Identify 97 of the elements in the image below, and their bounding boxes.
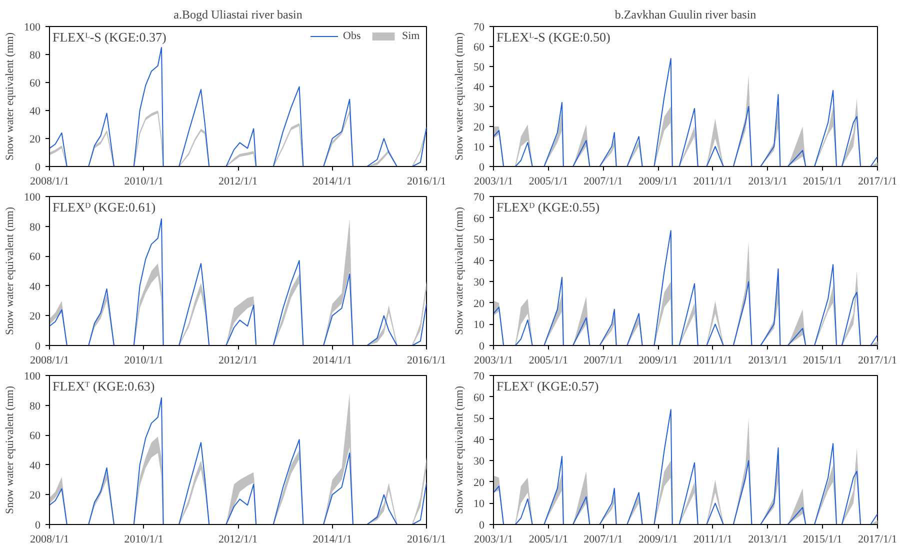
chart-title: a.Bogd Uliastai river basin [174,8,302,22]
x-tick-label: 2015/1/1 [803,354,842,366]
x-tick-label: 2012/1/1 [218,354,258,366]
y-tick-label: 40 [30,106,41,118]
y-tick-label: 70 [474,192,485,204]
y-tick-label: 70 [474,370,485,382]
y-tick-label: 10 [474,319,485,332]
y-axis-title: Snow water equivalent (mm) [454,386,466,514]
x-tick-label: 2010/1/1 [124,534,164,546]
y-axis-title: Snow water equivalent (mm) [4,32,16,160]
x-tick-label: 2007/1/1 [584,176,623,188]
y-tick-label: 40 [474,255,485,268]
x-tick-label: 2017/1/1 [858,176,898,188]
y-tick-label: 60 [30,251,41,264]
y-tick-label: 0 [479,520,485,532]
x-tick-label: 2009/1/1 [638,176,678,188]
y-tick-label: 40 [30,280,41,293]
y-tick-label: 50 [474,413,485,426]
y-tick-label: 0 [479,162,485,174]
y-tick-label: 20 [474,476,485,489]
y-tick-label: 50 [474,62,485,74]
chart-title: b.Zavkhan Guulin river basin [614,8,756,22]
y-tick-label: 30 [474,102,485,114]
y-tick-label: 0 [479,340,485,352]
y-tick-label: 0 [35,340,41,352]
y-tick-label: 60 [474,212,485,225]
x-tick-label: 2010/1/1 [124,176,164,188]
x-tick-label: 2009/1/1 [638,354,678,366]
y-tick-label: 20 [474,122,485,134]
x-tick-label: 2003/1/1 [474,534,514,546]
x-tick-label: 2005/1/1 [528,176,568,188]
x-tick-label: 2012/1/1 [218,176,258,188]
y-tick-label: 10 [474,498,485,510]
y-tick-label: 10 [474,142,485,154]
x-tick-label: 2014/1/1 [312,354,352,366]
x-tick-label: 2015/1/1 [803,176,842,188]
annotation: FLEXᴰ (KGE:0.61) [52,200,156,214]
x-tick-label: 2011/1/1 [694,354,732,366]
annotation: FLEXᵀ (KGE:0.57) [496,378,599,394]
x-tick-label: 2013/1/1 [748,354,788,366]
y-tick-label: 80 [30,221,41,234]
y-axis-title: Snow water equivalent (mm) [4,206,16,335]
y-tick-label: 60 [474,42,485,54]
y-tick-label: 60 [474,392,485,404]
y-tick-label: 50 [474,234,485,246]
y-axis-title: Snow water equivalent (mm) [4,386,16,514]
y-tick-label: 30 [474,276,485,289]
x-tick-label: 2003/1/1 [474,176,514,188]
x-tick-label: 2007/1/1 [584,534,623,546]
y-tick-label: 20 [30,490,41,502]
y-tick-label: 100 [24,22,41,34]
y-tick-label: 20 [474,298,485,310]
y-tick-label: 30 [474,456,485,468]
x-tick-label: 2013/1/1 [748,176,788,188]
y-tick-label: 60 [30,430,41,442]
legend-label: Sim [402,30,421,42]
x-tick-label: 2013/1/1 [748,534,788,546]
annotation: FLEXᴰ (KGE:0.55) [496,200,600,214]
y-tick-label: 70 [474,22,485,34]
x-tick-label: 2011/1/1 [694,534,732,546]
annotation: FLEXᴸ-S (KGE:0.37) [52,30,166,44]
y-axis-title: Snow water equivalent (mm) [454,32,466,160]
x-tick-label: 2005/1/1 [528,354,568,366]
x-tick-label: 2015/1/1 [803,534,842,546]
y-tick-label: 40 [30,460,41,472]
x-tick-label: 2008/1/1 [30,534,70,546]
y-tick-label: 20 [30,310,41,323]
x-tick-label: 2010/1/1 [124,354,164,366]
y-tick-label: 0 [35,520,41,532]
y-tick-label: 20 [30,134,41,146]
y-tick-label: 40 [474,82,485,94]
x-tick-label: 2016/1/1 [406,534,446,546]
legend-label: Obs [343,30,362,42]
x-tick-label: 2005/1/1 [528,534,568,546]
y-tick-label: 100 [24,370,41,382]
x-tick-label: 2007/1/1 [584,354,623,366]
x-tick-label: 2016/1/1 [406,176,446,188]
y-tick-label: 60 [30,78,41,90]
annotation: FLEXᴸ-S (KGE:0.50) [496,30,610,44]
x-tick-label: 2014/1/1 [312,176,352,188]
y-tick-label: 80 [30,50,41,62]
x-tick-label: 2016/1/1 [406,354,446,366]
x-tick-label: 2017/1/1 [858,354,898,366]
y-tick-label: 40 [474,434,485,446]
x-tick-label: 2008/1/1 [30,354,70,366]
x-tick-label: 2017/1/1 [858,534,898,546]
y-tick-label: 80 [30,400,41,412]
x-tick-label: 2003/1/1 [474,354,514,366]
y-tick-label: 100 [24,192,41,204]
x-tick-label: 2009/1/1 [638,534,678,546]
x-tick-label: 2012/1/1 [218,534,258,546]
y-tick-label: 0 [35,162,41,174]
x-tick-label: 2014/1/1 [312,534,352,546]
y-axis-title: Snow water equivalent (mm) [454,206,466,335]
x-tick-label: 2008/1/1 [30,176,70,188]
annotation: FLEXᵀ (KGE:0.63) [52,378,155,394]
x-tick-label: 2011/1/1 [694,176,732,188]
